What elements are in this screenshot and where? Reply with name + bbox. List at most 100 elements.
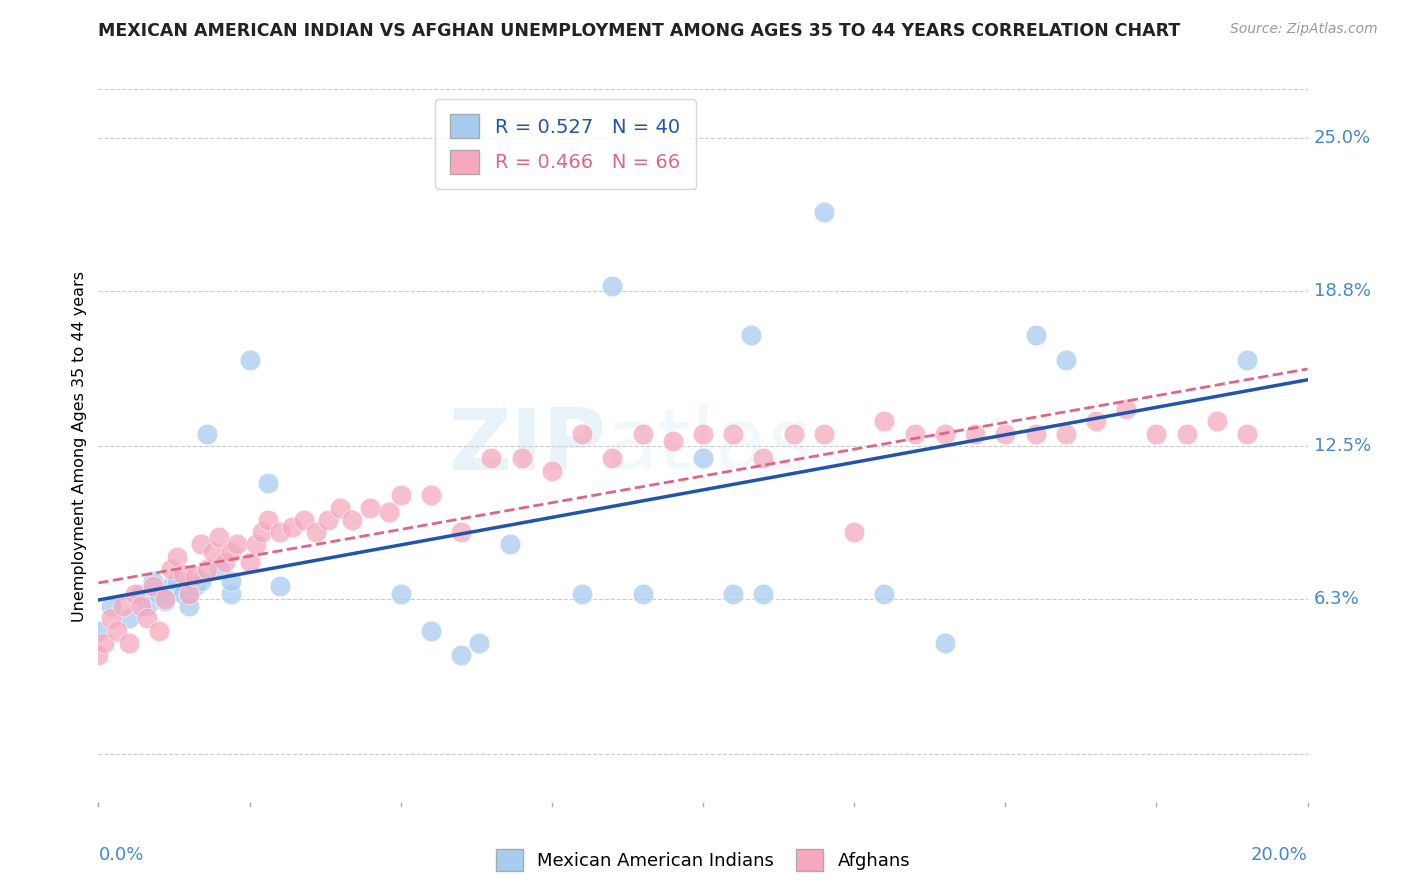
Point — [965, 426, 987, 441]
Point — [377, 505, 399, 519]
Point — [239, 555, 262, 569]
Point — [813, 426, 835, 441]
Point — [631, 426, 654, 441]
Text: 25.0%: 25.0% — [1313, 129, 1371, 147]
Point — [1054, 352, 1077, 367]
Point — [124, 587, 146, 601]
Point — [540, 464, 562, 478]
Point — [256, 513, 278, 527]
Point — [1236, 352, 1258, 367]
Point — [360, 500, 382, 515]
Point — [571, 426, 593, 441]
Point — [118, 611, 141, 625]
Point — [172, 587, 194, 601]
Point — [844, 525, 866, 540]
Point — [292, 513, 315, 527]
Point — [221, 545, 243, 559]
Text: 20.0%: 20.0% — [1251, 846, 1308, 863]
Point — [226, 537, 249, 551]
Point — [510, 451, 533, 466]
Point — [316, 513, 339, 527]
Point — [813, 205, 835, 219]
Point — [468, 636, 491, 650]
Point — [135, 599, 157, 613]
Point — [148, 587, 170, 601]
Point — [934, 426, 956, 441]
Point — [752, 587, 775, 601]
Point — [172, 566, 194, 581]
Point — [873, 587, 896, 601]
Point — [721, 426, 744, 441]
Legend: Mexican American Indians, Afghans: Mexican American Indians, Afghans — [489, 842, 917, 879]
Point — [100, 599, 122, 613]
Point — [190, 574, 212, 589]
Point — [166, 574, 188, 589]
Text: 0.0%: 0.0% — [98, 846, 143, 863]
Point — [740, 328, 762, 343]
Point — [631, 587, 654, 601]
Point — [87, 648, 110, 662]
Point — [1054, 426, 1077, 441]
Text: atlas: atlas — [606, 404, 814, 488]
Text: Source: ZipAtlas.com: Source: ZipAtlas.com — [1230, 22, 1378, 37]
Point — [129, 587, 152, 601]
Point — [195, 426, 218, 441]
Point — [1144, 426, 1167, 441]
Point — [118, 636, 141, 650]
Point — [221, 574, 243, 589]
Y-axis label: Unemployment Among Ages 35 to 44 years: Unemployment Among Ages 35 to 44 years — [72, 270, 87, 622]
Point — [142, 579, 165, 593]
Point — [269, 579, 291, 593]
Point — [692, 426, 714, 441]
Point — [1175, 426, 1198, 441]
Point — [1236, 426, 1258, 441]
Point — [148, 624, 170, 638]
Point — [177, 587, 201, 601]
Point — [153, 594, 176, 608]
Point — [281, 520, 304, 534]
Point — [1024, 426, 1046, 441]
Text: 12.5%: 12.5% — [1313, 437, 1371, 455]
Point — [239, 352, 262, 367]
Legend: R = 0.527   N = 40, R = 0.466   N = 66: R = 0.527 N = 40, R = 0.466 N = 66 — [434, 99, 696, 189]
Point — [208, 562, 231, 576]
Point — [93, 636, 115, 650]
Point — [342, 513, 364, 527]
Point — [752, 451, 775, 466]
Point — [934, 636, 956, 650]
Point — [105, 624, 128, 638]
Point — [190, 537, 212, 551]
Point — [221, 587, 243, 601]
Point — [269, 525, 291, 540]
Point — [166, 549, 188, 564]
Point — [721, 587, 744, 601]
Point — [1024, 328, 1046, 343]
Point — [111, 599, 134, 613]
Point — [994, 426, 1017, 441]
Point — [1115, 402, 1137, 417]
Text: 6.3%: 6.3% — [1313, 590, 1360, 607]
Point — [450, 648, 472, 662]
Point — [256, 475, 278, 490]
Point — [498, 537, 520, 551]
Point — [100, 611, 122, 625]
Point — [87, 624, 110, 638]
Point — [389, 488, 412, 502]
Point — [1206, 414, 1229, 428]
Point — [142, 574, 165, 589]
Point — [160, 562, 183, 576]
Point — [202, 545, 225, 559]
Point — [305, 525, 328, 540]
Point — [184, 569, 207, 583]
Text: MEXICAN AMERICAN INDIAN VS AFGHAN UNEMPLOYMENT AMONG AGES 35 TO 44 YEARS CORRELA: MEXICAN AMERICAN INDIAN VS AFGHAN UNEMPL… — [98, 22, 1181, 40]
Point — [214, 555, 236, 569]
Point — [602, 451, 624, 466]
Point — [129, 599, 152, 613]
Point — [160, 579, 183, 593]
Point — [692, 451, 714, 466]
Point — [661, 434, 683, 448]
Point — [177, 587, 201, 601]
Point — [873, 414, 896, 428]
Point — [904, 426, 927, 441]
Text: 18.8%: 18.8% — [1313, 282, 1371, 300]
